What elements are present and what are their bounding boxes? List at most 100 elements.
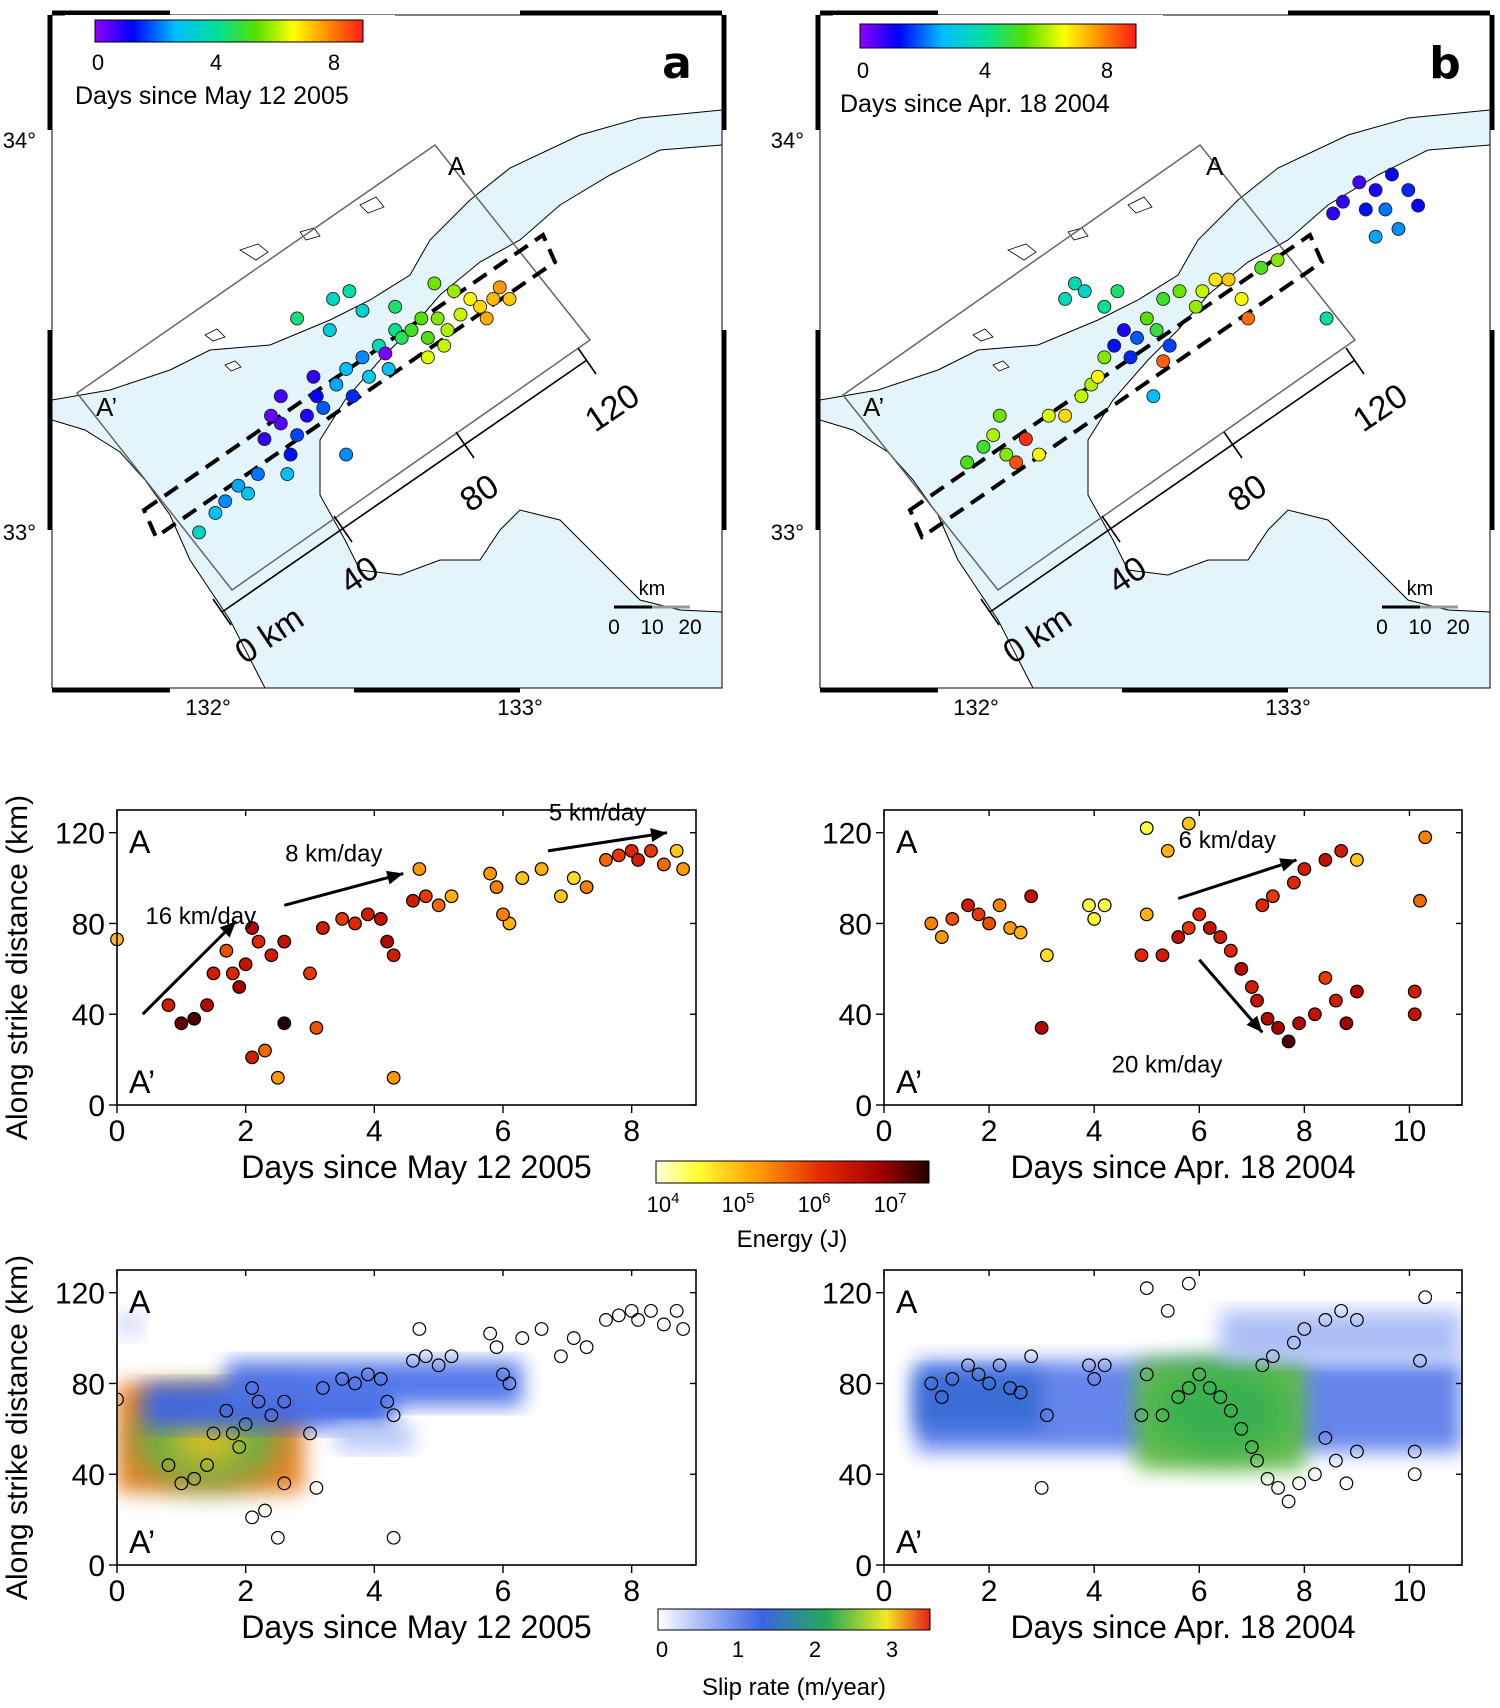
- migration-rate-label: 8 km/day: [285, 841, 382, 868]
- scale-bar-tick: 10: [640, 616, 663, 639]
- tremor-event: [599, 1313, 613, 1327]
- tremor-epicenter: [1156, 292, 1171, 306]
- tremor-event: [232, 980, 247, 994]
- migration-arrowhead: [219, 921, 237, 938]
- tremor-event: [611, 848, 626, 863]
- x-tick-label: 2: [237, 1115, 254, 1148]
- tremor-epicenter: [283, 447, 298, 462]
- time-colorbar-label: Days since May 12 2005: [75, 82, 349, 110]
- x-tick-label: 4: [1086, 1115, 1103, 1148]
- time-colorbar-tick: 4: [979, 58, 991, 83]
- tremor-event: [1234, 1421, 1249, 1436]
- tremor-event: [1250, 1453, 1264, 1468]
- tremor-epicenter: [1139, 311, 1154, 326]
- migration-arrowhead: [386, 870, 404, 885]
- x-tick-label: 10: [1393, 1115, 1426, 1148]
- tremor-epicenter: [1378, 202, 1393, 217]
- tremor-event: [1181, 816, 1196, 831]
- tremor-event: [1013, 1385, 1028, 1400]
- slip-peak: [1178, 1384, 1263, 1437]
- tremor-event: [1281, 1034, 1296, 1049]
- x-tick-label: 0: [876, 1575, 893, 1608]
- tremor-epicenter: [1208, 272, 1223, 287]
- tremor-event: [1034, 1020, 1049, 1035]
- profile-end-a-prime: A’: [96, 392, 117, 422]
- lat-label: 34°: [3, 128, 36, 153]
- tremor-epicenter: [1188, 299, 1203, 314]
- tremor-epicenter: [218, 494, 233, 509]
- corner-label-a-prime: A’: [129, 1064, 155, 1100]
- energy-colorbar-tick: 107: [874, 1190, 907, 1217]
- tremor-event: [656, 857, 671, 872]
- tremor-event: [1024, 889, 1039, 904]
- tremor-event: [1223, 1403, 1238, 1418]
- tremor-event: [1087, 1372, 1102, 1386]
- tremor-event: [1244, 980, 1259, 994]
- tremor-event: [348, 1376, 362, 1391]
- slip-colorbar-tick: 2: [809, 1637, 821, 1662]
- tremor-epicenter: [976, 439, 991, 454]
- tremor-event: [1039, 948, 1054, 963]
- migration-arrow: [1177, 858, 1297, 900]
- tremor-epicenter: [355, 303, 370, 318]
- tremor-event: [386, 948, 401, 963]
- tremor-epicenter: [992, 408, 1007, 423]
- land-kyushu: [820, 419, 1034, 688]
- x-axis-title: Days since May 12 2005: [241, 1149, 591, 1185]
- tremor-event: [200, 998, 214, 1013]
- panel-letter-box: [645, 20, 710, 100]
- tremor-event: [971, 907, 986, 922]
- tremor-event: [489, 880, 504, 895]
- tremor-event: [1286, 1335, 1301, 1350]
- x-tick-label: 6: [1191, 1115, 1208, 1148]
- tremor-event: [1202, 1381, 1217, 1395]
- tremor-event: [1297, 862, 1312, 876]
- corner-label-a: A: [129, 1284, 151, 1320]
- slip-colorbar-label: Slip rate (m/year): [702, 1674, 886, 1701]
- slip-patch: [226, 1360, 523, 1407]
- x-tick-label: 2: [981, 1115, 998, 1148]
- x-axis-title: Days since Apr. 18 2004: [1010, 1149, 1355, 1185]
- migration-arrow: [1198, 958, 1264, 1034]
- tremor-event: [566, 1331, 581, 1345]
- tremor-event: [270, 1070, 285, 1085]
- tremor-epicenter: [378, 346, 393, 361]
- energy-colorbar-ramp: [655, 1160, 930, 1184]
- tremor-event: [1202, 921, 1217, 935]
- corner-label-a: A: [896, 824, 918, 860]
- tremor-event: [1350, 984, 1364, 999]
- tremor-event: [373, 912, 388, 926]
- tremor-event: [982, 916, 996, 931]
- tremor-event: [361, 1367, 375, 1382]
- x-tick-label: 8: [623, 1575, 640, 1608]
- tremor-epicenter: [1058, 408, 1073, 423]
- tremor-epicenter: [1241, 311, 1256, 326]
- lon-label: 132°: [185, 695, 231, 720]
- tremor-event: [496, 907, 510, 922]
- scale-bar-tick: 0: [1376, 616, 1388, 639]
- x-tick-label: 4: [366, 1575, 383, 1608]
- tremor-epicenter: [447, 284, 461, 299]
- tremor-epicenter: [326, 292, 341, 306]
- migration-arrowhead: [1279, 858, 1297, 872]
- corner-label-a-prime: A’: [129, 1524, 155, 1560]
- tremor-event: [961, 898, 975, 913]
- time-colorbar-tick: 0: [857, 58, 869, 83]
- tremor-epicenter: [329, 377, 344, 392]
- x-tick-label: 0: [109, 1575, 126, 1608]
- profile-end-a-prime: A’: [863, 392, 884, 422]
- tremor-event: [579, 880, 594, 895]
- migration-rate-label: 6 km/day: [1179, 827, 1276, 854]
- tremor-epicenter: [280, 467, 295, 481]
- x-tick-label: 8: [1296, 1115, 1313, 1148]
- tremor-epicenter: [1172, 284, 1187, 299]
- tremor-event: [1192, 907, 1207, 922]
- tremor-event: [1339, 1016, 1354, 1031]
- tremor-event: [669, 843, 684, 858]
- tremor-epicenter: [986, 428, 1001, 443]
- tremor-epicenter: [1018, 432, 1033, 446]
- y-tick-label: 40: [839, 999, 872, 1032]
- tremor-event: [1292, 1016, 1307, 1031]
- y-tick-label: 40: [72, 999, 105, 1032]
- y-tick-label: 80: [72, 1368, 105, 1401]
